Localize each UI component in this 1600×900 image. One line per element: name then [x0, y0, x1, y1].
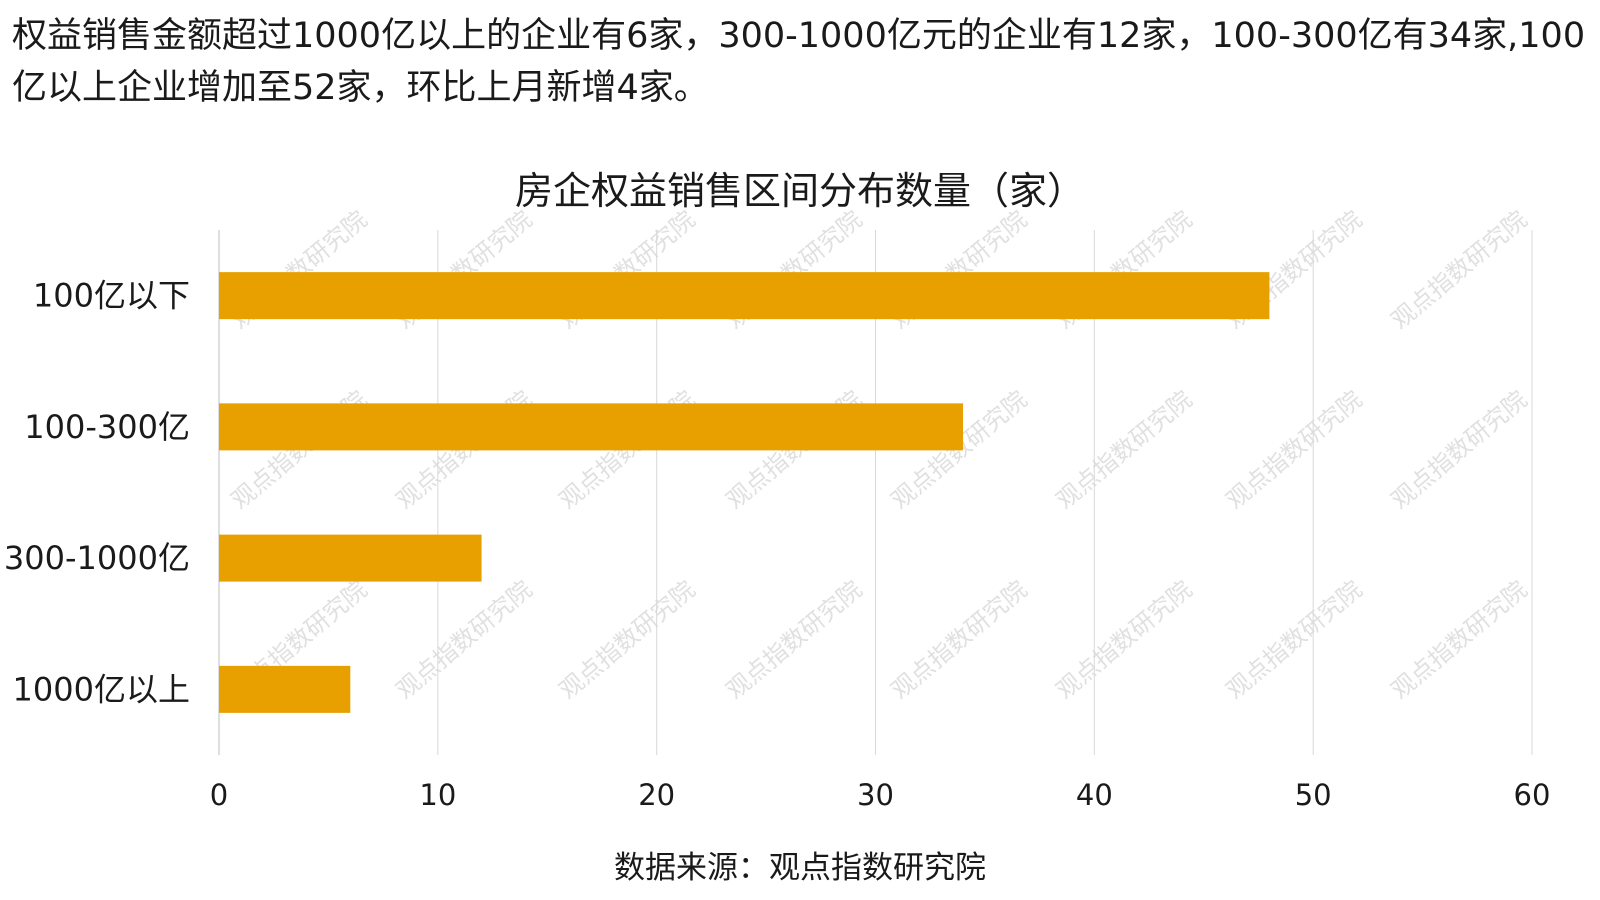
watermark-text: 观点指数研究院 — [1386, 575, 1533, 704]
category-label: 1000亿以上 — [13, 670, 190, 708]
bar — [219, 665, 351, 713]
category-label: 300-1000亿 — [4, 539, 190, 577]
bar — [219, 534, 482, 582]
x-tick-label: 50 — [1295, 778, 1332, 812]
x-tick-label: 40 — [1076, 778, 1113, 812]
category-label: 100-300亿 — [24, 408, 190, 446]
watermark-text: 观点指数研究院 — [554, 575, 701, 704]
bar — [219, 272, 1270, 320]
category-label: 100亿以下 — [33, 277, 190, 315]
x-tick-label: 0 — [210, 778, 228, 812]
bars — [219, 272, 1270, 713]
watermark-text: 观点指数研究院 — [1051, 575, 1198, 704]
chart-title: 房企权益销售区间分布数量（家） — [514, 169, 1085, 213]
intro-text: 权益销售金额超过1000亿以上的企业有6家，300-1000亿元的企业有12家，… — [12, 16, 1586, 108]
watermark-text: 观点指数研究院 — [1221, 575, 1368, 704]
x-tick-label: 20 — [638, 778, 675, 812]
bar — [219, 403, 964, 451]
x-tick-label: 60 — [1514, 778, 1551, 812]
data-source-note: 数据来源：观点指数研究院 — [614, 850, 986, 886]
watermark-text: 观点指数研究院 — [721, 575, 868, 704]
watermark-text: 观点指数研究院 — [1386, 385, 1533, 514]
watermark-text: 观点指数研究院 — [391, 575, 538, 704]
x-tick-label: 30 — [857, 778, 894, 812]
watermark-text: 观点指数研究院 — [1051, 385, 1198, 514]
watermark-text: 观点指数研究院 — [1221, 385, 1368, 514]
x-tick-labels: 0 10 20 30 40 50 60 — [210, 778, 1551, 812]
watermark-text: 观点指数研究院 — [1386, 205, 1533, 334]
category-labels: 100亿以下 100-300亿 300-1000亿 1000亿以上 — [4, 277, 190, 709]
x-tick-label: 10 — [419, 778, 456, 812]
watermark-text: 观点指数研究院 — [886, 575, 1033, 704]
